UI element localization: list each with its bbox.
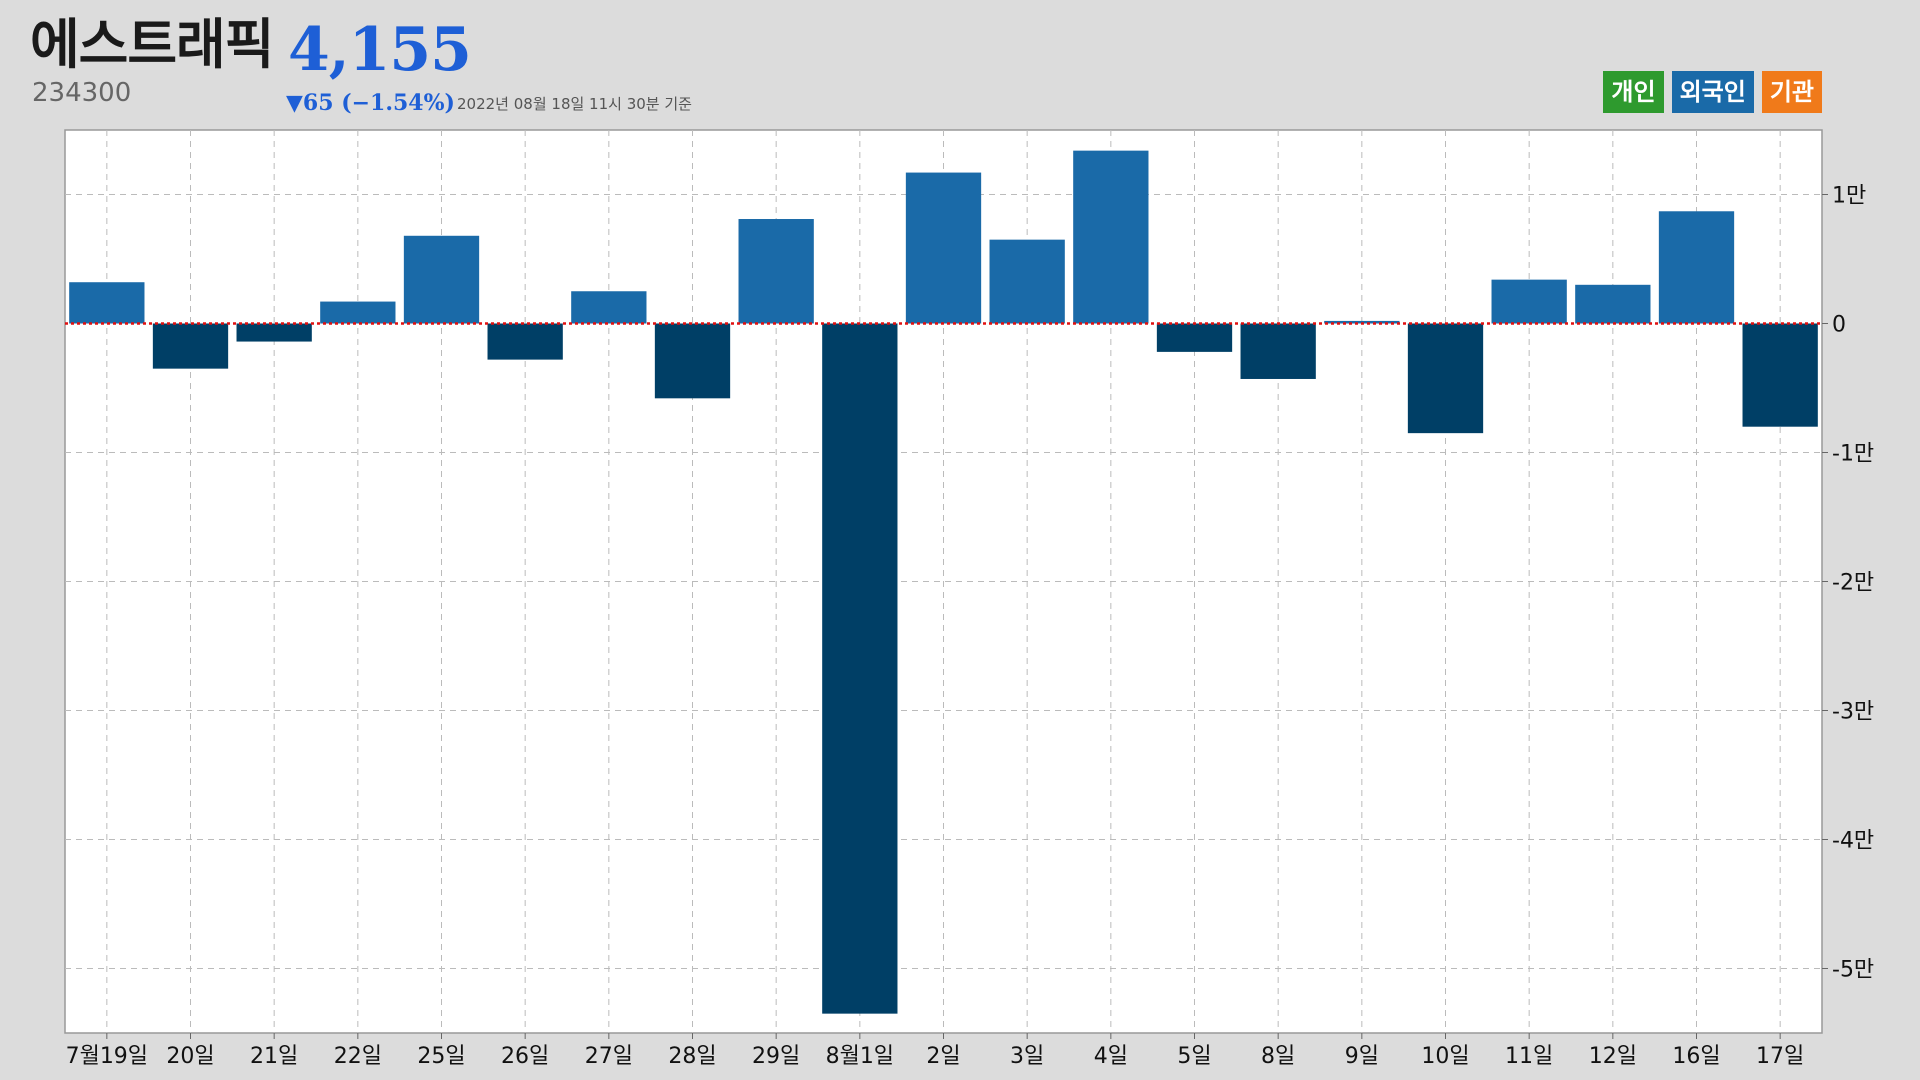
x-tick-label: 20일 [166,1044,214,1069]
bar [487,323,563,360]
bar [1407,323,1484,434]
y-tick-label: -3만 [1832,700,1874,725]
stock-name: 에스트래픽 [30,13,274,76]
y-tick-label: -5만 [1832,958,1874,983]
bar [989,239,1065,324]
bar [571,291,647,324]
bar [69,282,145,324]
x-tick-label: 12일 [1589,1044,1637,1069]
bar [1240,323,1316,379]
x-tick-label: 11일 [1505,1044,1553,1069]
bar [320,301,396,324]
x-tick-label: 17일 [1756,1044,1804,1069]
plot-area: 1만 0 -1만 -2만 -3만 -4만 -5만 7월19일 20일 21일 22일 25일 26일 27… [64,129,1874,1069]
y-tick-label: 1만 [1832,184,1866,209]
bar [1742,323,1818,427]
current-price: 4,155 [288,15,472,85]
bar [1073,150,1149,324]
bar [1491,279,1567,324]
x-tick-label: 8일 [1261,1044,1295,1069]
y-tick-label: -2만 [1832,571,1874,596]
x-tick-label: 7월19일 [66,1044,148,1069]
x-tick-label: 2일 [926,1044,960,1069]
x-tick-label: 4일 [1094,1044,1128,1069]
stock-code: 234300 [32,78,132,108]
x-tick-label: 9일 [1345,1044,1379,1069]
legend: 개인 외국인 기관 [1603,71,1822,113]
x-tick-label: 10일 [1421,1044,1469,1069]
bar [822,323,898,1014]
x-tick-label: 16일 [1672,1044,1720,1069]
x-tick-label: 21일 [250,1044,298,1069]
timestamp: 2022년 08월 18일 11시 30분 기준 [457,95,692,113]
y-tick-label: -4만 [1832,829,1874,854]
legend-institution[interactable]: 기관 [1761,71,1822,113]
x-tick-label: 25일 [417,1044,465,1069]
bar [403,235,480,324]
bar [1575,284,1651,324]
bar [1658,211,1735,324]
x-tick-label: 22일 [334,1044,382,1069]
bar [1156,323,1233,352]
x-tick-label: 29일 [752,1044,800,1069]
bar [152,323,229,369]
bar [1324,320,1400,324]
x-tick-label: 5일 [1177,1044,1211,1069]
x-tick-label: 26일 [501,1044,549,1069]
bar [905,172,982,324]
y-tick-label: 0 [1832,313,1846,338]
bar [738,219,814,324]
bar [236,323,312,342]
x-tick-label: 27일 [585,1044,633,1069]
legend-foreign[interactable]: 외국인 [1671,71,1754,113]
legend-individual[interactable]: 개인 [1603,71,1664,113]
x-tick-label: 3일 [1010,1044,1044,1069]
y-tick-label: -1만 [1832,442,1874,467]
price-change: ▼65 (−1.54%) [286,90,455,116]
x-tick-label: 8월1일 [826,1044,894,1069]
bar [654,323,731,399]
x-tick-label: 28일 [668,1044,716,1069]
